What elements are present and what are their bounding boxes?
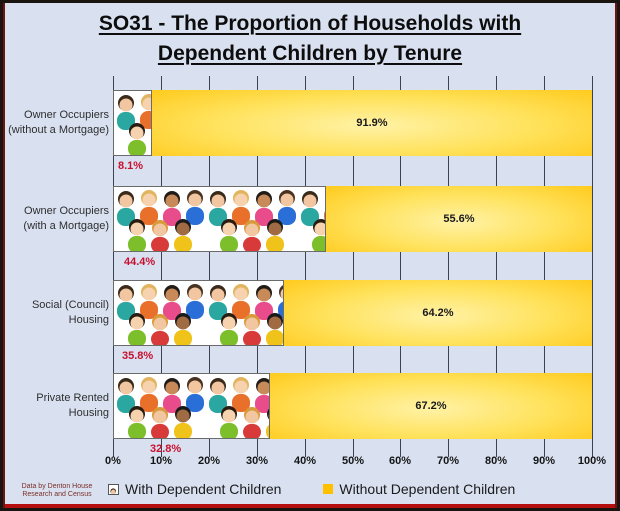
with-children-value-label: 44.4% <box>124 256 156 268</box>
gridline <box>496 76 497 457</box>
attribution: Data by Denton House Research and Census <box>11 483 103 499</box>
gridline <box>400 76 401 457</box>
legend-swatch-children-photo <box>108 483 119 495</box>
x-axis-tick-label: 60% <box>388 455 412 467</box>
gridline <box>209 76 210 457</box>
attribution-line2: Research and Census <box>22 491 92 498</box>
gridline <box>161 76 162 457</box>
category-label-line: Social (Council) <box>31 299 109 311</box>
gridline <box>305 76 306 457</box>
category-label: Social (Council) Housing <box>3 298 109 328</box>
x-axis-tick-label: 30% <box>245 455 269 467</box>
category-label-line: Owner Occupiers <box>24 109 109 121</box>
x-axis-tick-label: 80% <box>484 455 508 467</box>
category-label-line: (with a Mortgage) <box>23 220 109 232</box>
frame-red-border-right <box>615 3 617 508</box>
x-axis-tick-label: 10% <box>149 455 173 467</box>
bar-with-children-photo <box>113 90 152 156</box>
x-axis-tick-label: 0% <box>105 455 121 467</box>
category-label-line: Private Rented <box>36 392 109 404</box>
gridline <box>448 76 449 457</box>
x-axis-tick-label: 40% <box>293 455 317 467</box>
with-children-value-label: 32.8% <box>150 443 182 455</box>
legend-label-without-children: Without Dependent Children <box>339 481 516 497</box>
frame-red-border-bottom <box>3 504 617 508</box>
legend-item-with-children: With Dependent Children <box>108 481 281 497</box>
category-label: Private Rented Housing <box>3 391 109 421</box>
without-children-value-label: 67.2% <box>415 400 447 412</box>
without-children-value-label: 91.9% <box>356 117 388 129</box>
bar-row: 67.2% <box>113 373 592 439</box>
frame-red-border-left <box>3 3 5 508</box>
bar-without-children: 67.2% <box>270 373 592 439</box>
without-children-value-label: 64.2% <box>422 307 454 319</box>
chart-title-line1: SO31 - The Proportion of Households with <box>98 12 522 35</box>
bar-with-children-photo <box>113 280 284 346</box>
x-axis-tick-label: 90% <box>532 455 556 467</box>
legend-swatch-gold <box>323 484 334 494</box>
category-label-line: Housing <box>68 314 109 326</box>
without-children-value-label: 55.6% <box>443 213 475 225</box>
bar-without-children: 64.2% <box>284 280 592 346</box>
attribution-line1: Data by Denton House <box>21 483 93 490</box>
category-label-line: Housing <box>68 407 109 419</box>
gridline <box>353 76 354 457</box>
bar-without-children: 91.9% <box>152 90 592 156</box>
bar-with-children-photo <box>113 186 326 252</box>
x-axis-tick-label: 70% <box>436 455 460 467</box>
bar-with-children-photo <box>113 373 270 439</box>
gridline <box>257 76 258 457</box>
category-label: Owner Occupiers (without a Mortgage) <box>3 108 109 138</box>
x-axis-tick-label: 100% <box>577 455 607 467</box>
chart-title-line2: Dependent Children by Tenure <box>157 42 463 65</box>
with-children-value-label: 8.1% <box>118 160 144 172</box>
category-label-line: (without a Mortgage) <box>8 124 109 136</box>
legend-label-with-children: With Dependent Children <box>125 481 282 497</box>
bar-row: 91.9% <box>113 90 592 156</box>
gridline <box>544 76 545 457</box>
x-axis-tick-label: 20% <box>197 455 221 467</box>
bar-without-children: 55.6% <box>326 186 592 252</box>
legend-item-without-children: Without Dependent Children <box>323 481 515 497</box>
category-label: Owner Occupiers (with a Mortgage) <box>3 204 109 234</box>
gridline <box>592 76 593 457</box>
chart-title: SO31 - The Proportion of Households with… <box>3 9 617 69</box>
x-axis-tick-label: 50% <box>341 455 365 467</box>
bar-row: 64.2% <box>113 280 592 346</box>
legend: With Dependent Children Without Dependen… <box>108 481 515 497</box>
with-children-value-label: 35.8% <box>122 350 154 362</box>
category-label-line: Owner Occupiers <box>24 205 109 217</box>
gridline <box>113 76 114 457</box>
bar-row: 55.6% <box>113 186 592 252</box>
